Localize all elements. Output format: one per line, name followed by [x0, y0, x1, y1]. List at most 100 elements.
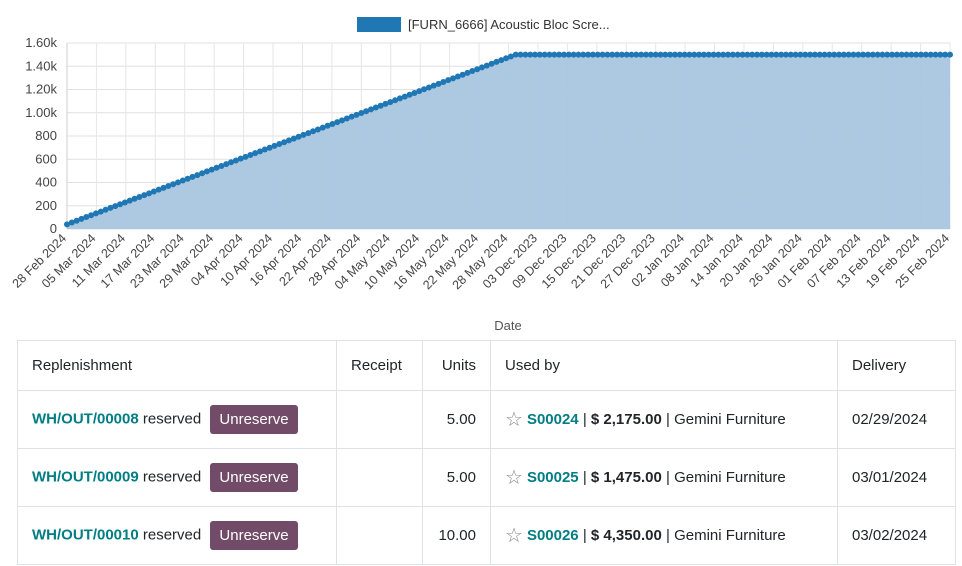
data-point — [768, 51, 775, 58]
data-point — [454, 73, 461, 80]
star-outline-icon[interactable]: ☆ — [505, 525, 523, 547]
receipt-cell — [336, 448, 423, 507]
data-point — [314, 126, 321, 133]
used-by-cell: ☆ S00024 | $ 2,175.00 | Gemini Furniture — [490, 390, 838, 449]
data-point — [112, 203, 119, 210]
data-point — [715, 51, 722, 58]
data-point — [68, 219, 75, 226]
picking-link[interactable]: WH/OUT/00008 — [32, 410, 139, 428]
replenishment-cell: WH/OUT/00010 reserved Unreserve — [17, 506, 337, 565]
data-point — [141, 192, 148, 199]
data-point — [440, 79, 447, 85]
data-point — [932, 51, 939, 58]
receipt-cell — [336, 390, 423, 449]
data-point — [657, 51, 664, 58]
data-point — [382, 100, 389, 107]
data-point — [753, 51, 760, 58]
data-point — [705, 51, 712, 58]
data-point — [570, 51, 577, 58]
data-point — [927, 51, 934, 58]
y-tick-label: 1.20k — [25, 82, 57, 97]
data-point — [107, 204, 114, 211]
data-point — [700, 51, 707, 58]
data-point — [464, 69, 471, 76]
data-point — [913, 51, 920, 58]
data-point — [599, 51, 606, 58]
data-point — [879, 51, 886, 58]
x-axis-title: Date — [494, 318, 521, 333]
data-point — [266, 144, 273, 151]
data-point — [517, 51, 524, 58]
data-point — [580, 51, 587, 58]
data-point — [126, 197, 133, 204]
data-point — [821, 51, 828, 58]
data-point — [261, 146, 268, 153]
data-point — [623, 51, 630, 58]
data-point — [836, 51, 843, 58]
data-point — [546, 51, 553, 58]
data-point — [802, 51, 809, 58]
data-point — [194, 172, 201, 179]
data-point — [720, 51, 727, 58]
data-point — [121, 199, 128, 206]
data-point — [257, 148, 264, 155]
data-point — [64, 221, 70, 228]
data-point — [826, 51, 833, 58]
picking-link[interactable]: WH/OUT/00009 — [32, 468, 139, 486]
data-point — [435, 80, 442, 87]
data-point — [310, 128, 317, 135]
data-point — [618, 51, 625, 58]
picking-link[interactable]: WH/OUT/00010 — [32, 526, 139, 544]
data-point — [271, 142, 278, 149]
data-point — [652, 51, 659, 58]
data-point — [247, 152, 254, 158]
data-point — [643, 51, 650, 58]
data-point — [734, 51, 741, 58]
unreserve-button[interactable]: Unreserve — [210, 405, 298, 434]
data-point — [372, 104, 379, 111]
y-tick-label: 200 — [35, 198, 57, 213]
data-point — [585, 51, 592, 58]
y-tick-label: 0 — [50, 221, 57, 236]
data-point — [396, 95, 403, 102]
unreserve-button[interactable]: Unreserve — [210, 521, 298, 550]
sale-order-link[interactable]: S00026 — [526, 527, 579, 544]
y-tick-label: 800 — [35, 128, 57, 143]
header-replenishment: Replenishment — [17, 340, 337, 391]
receipt-cell — [336, 506, 423, 565]
data-point — [131, 195, 138, 202]
star-outline-icon[interactable]: ☆ — [505, 467, 523, 489]
data-point — [401, 93, 408, 100]
data-point — [560, 51, 567, 58]
data-point — [170, 181, 177, 188]
table-row: WH/OUT/00009 reserved Unreserve 5.00 ☆ S0… — [17, 448, 956, 507]
data-point — [83, 214, 90, 221]
y-tick-label: 1.40k — [25, 58, 57, 73]
reservation-status: reserved — [142, 410, 202, 428]
header-receipt: Receipt — [336, 340, 423, 391]
unreserve-button[interactable]: Unreserve — [210, 463, 298, 492]
data-point — [406, 91, 413, 98]
data-point — [898, 51, 905, 58]
data-point — [922, 51, 929, 58]
star-outline-icon[interactable]: ☆ — [505, 409, 523, 431]
data-point — [889, 51, 896, 58]
sale-order-link[interactable]: S00024 — [526, 411, 579, 428]
data-point — [392, 97, 399, 104]
data-point — [696, 51, 703, 58]
data-point — [189, 173, 196, 180]
data-point — [855, 51, 862, 58]
data-point — [136, 193, 143, 200]
table-row: WH/OUT/00010 reserved Unreserve 10.00 ☆ S… — [17, 506, 956, 565]
data-point — [165, 183, 172, 190]
data-point — [918, 51, 925, 58]
data-point — [691, 51, 698, 58]
data-point — [807, 51, 814, 58]
data-point — [367, 106, 374, 113]
order-amount: $ 4,350.00 — [590, 527, 662, 544]
legend-label: [FURN_6666] Acoustic Bloc Scre... — [408, 17, 610, 32]
data-point — [633, 51, 640, 58]
data-point — [527, 51, 534, 58]
data-point — [179, 177, 186, 184]
sale-order-link[interactable]: S00025 — [526, 469, 579, 486]
